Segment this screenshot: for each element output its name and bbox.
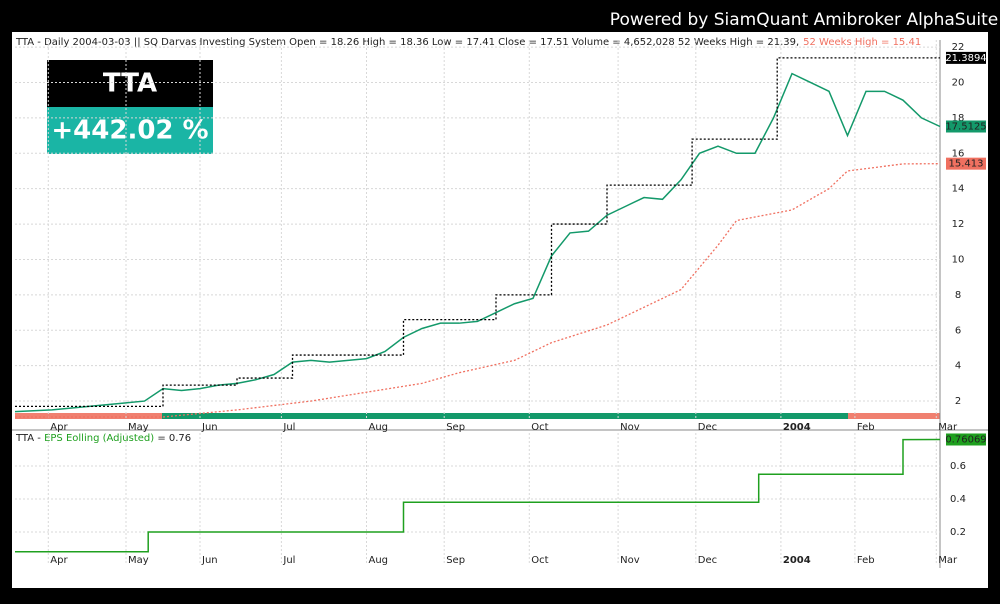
x-tick-label: Sep [446, 422, 465, 433]
x-tick-label: May [128, 422, 149, 433]
y-tick-label: 18 [952, 113, 965, 124]
x-tick-label: Jul [282, 422, 295, 433]
y-tick-label: 10 [952, 254, 965, 265]
symbol: TTA [103, 69, 157, 99]
y-tick-label: 2 [955, 396, 961, 407]
series-line [14, 72, 941, 413]
y-tick-label: 8 [955, 290, 961, 301]
y-tick-label: 0.2 [950, 527, 966, 538]
chart-header: 52 Weeks High = 15.41 [803, 37, 921, 48]
x-tick-label: Nov [620, 555, 640, 566]
x-tick-label: Mar [938, 422, 958, 433]
last-value-tag [946, 120, 986, 133]
x-tick-label: Jun [201, 422, 218, 433]
x-tick-label: Dec [698, 555, 717, 566]
x-tick-label: Apr [50, 555, 68, 566]
x-tick-label: Dec [698, 422, 717, 433]
x-tick-label: 2004 [783, 555, 811, 566]
series-line [15, 163, 941, 418]
series-line [15, 57, 941, 408]
x-tick-label: Mar [938, 555, 958, 566]
x-tick-label: Feb [857, 555, 875, 566]
y-tick-label: 0.4 [950, 494, 966, 505]
x-tick-label: Aug [369, 555, 389, 566]
y-tick-label: 16 [952, 148, 965, 159]
x-tick-label: 2004 [783, 422, 811, 433]
last-value-tag [946, 433, 986, 446]
last-value-label: 15.413 [949, 159, 984, 170]
change-box [47, 107, 213, 154]
x-tick-label: Oct [531, 555, 548, 566]
trend-band [15, 413, 162, 419]
last-value-label: 17.5125 [945, 122, 986, 133]
y-tick-label: 4 [955, 361, 961, 372]
last-value-tag [946, 157, 986, 170]
panel-header-part: = 0.76 [154, 433, 191, 444]
change: +442.02 % [51, 116, 208, 146]
panel-header-part: TTA - [15, 433, 44, 444]
x-tick-label: May [128, 555, 149, 566]
x-tick-label: Apr [50, 422, 68, 433]
panel-header: TTA - EPS Eolling (Adjusted) = 0.76 [15, 433, 191, 444]
x-tick-label: Aug [369, 422, 389, 433]
banner: Powered by SiamQuant Amibroker AlphaSuit… [610, 10, 998, 30]
y-tick-label: 14 [952, 184, 965, 195]
last-value-label: 21.3894 [945, 53, 986, 64]
y-tick-label: 20 [952, 77, 965, 88]
trend-band [848, 413, 940, 419]
x-tick-label: Feb [857, 422, 875, 433]
y-tick-label: 22 [952, 42, 965, 53]
series-line [15, 438, 941, 553]
panel-header-part: EPS Eolling (Adjusted) [44, 433, 154, 444]
y-tick-label: 0.6 [950, 461, 966, 472]
trend-band [162, 413, 848, 419]
y-tick-label: 12 [952, 219, 965, 230]
x-tick-label: Nov [620, 422, 640, 433]
x-tick-label: Sep [446, 555, 465, 566]
x-tick-label: Oct [531, 422, 548, 433]
chart-header: TTA - Daily 2004-03-03 || SQ Darvas Inve… [15, 37, 799, 48]
symbol-box [47, 60, 213, 107]
last-value-tag [946, 51, 986, 64]
x-tick-label: Jul [282, 555, 295, 566]
last-value-label: 0.76069 [945, 434, 986, 445]
y-tick-label: 6 [955, 325, 961, 336]
x-tick-label: Jun [201, 555, 218, 566]
